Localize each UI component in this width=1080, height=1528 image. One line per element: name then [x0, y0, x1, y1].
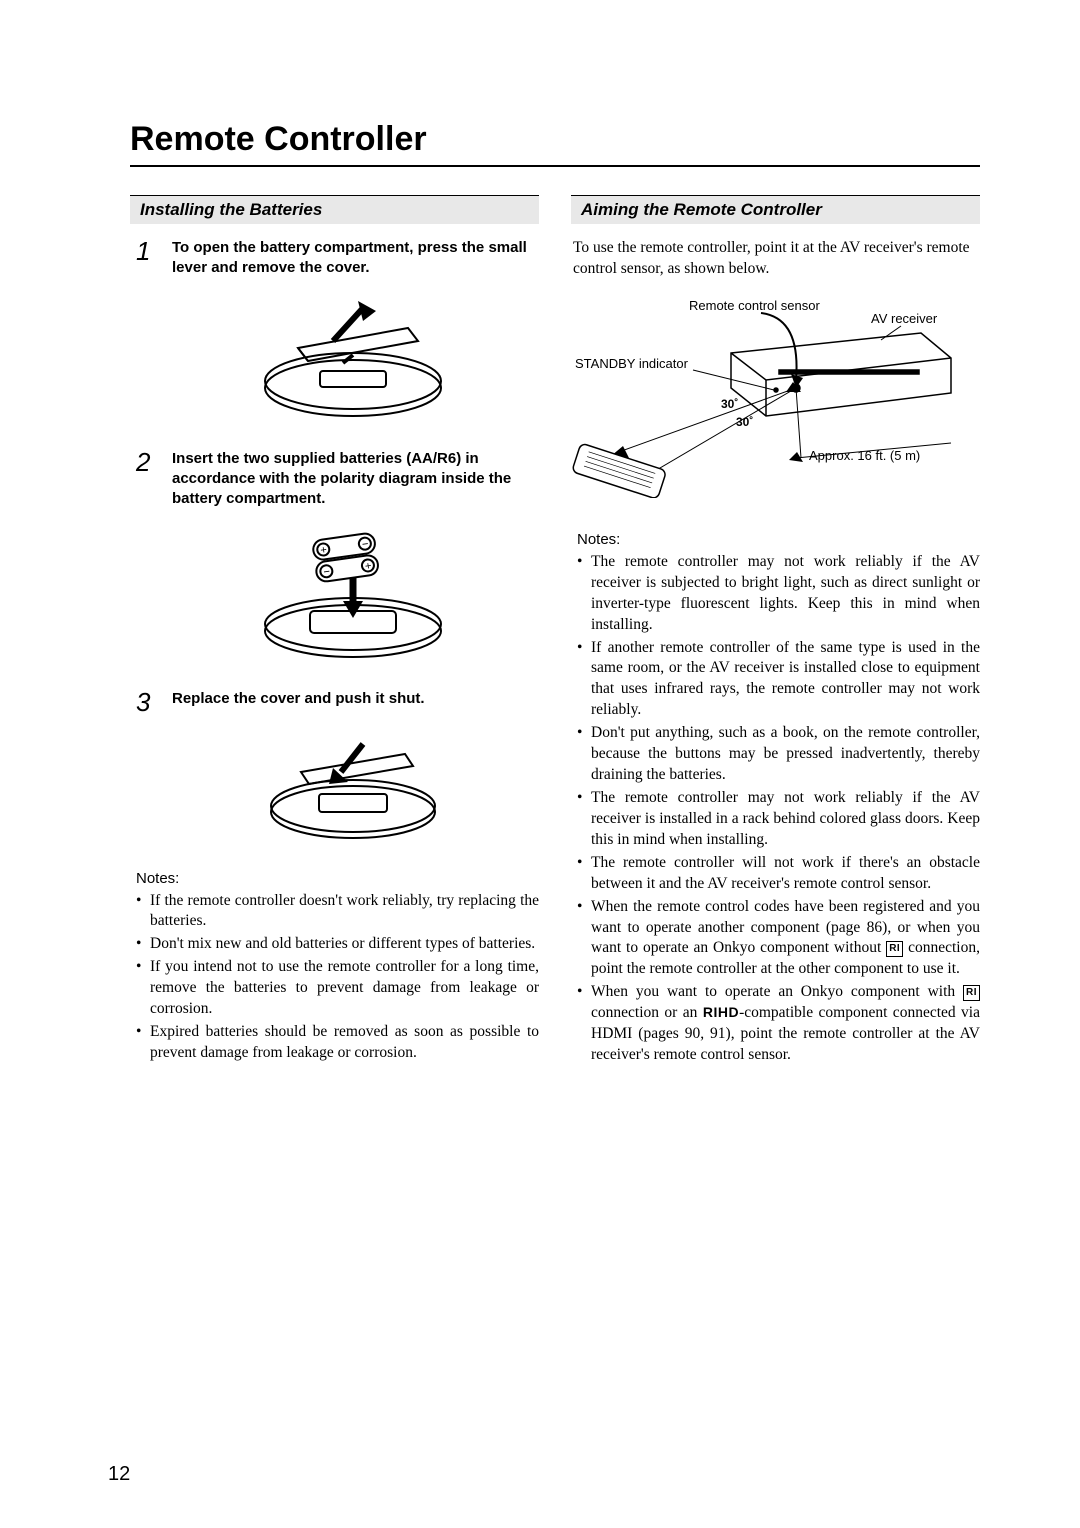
rihd-icon: RIHD — [703, 1004, 739, 1020]
note-item: If you intend not to use the remote cont… — [136, 957, 539, 1020]
note-item: Don't mix new and old batteries or diffe… — [136, 934, 539, 955]
notes-label: Notes: — [577, 531, 980, 548]
step-text: Replace the cover and push it shut. — [172, 689, 533, 709]
sensor-label: Remote control sensor — [689, 298, 820, 313]
aiming-intro-text: To use the remote controller, point it a… — [571, 238, 980, 280]
right-notes-list: The remote controller may not work relia… — [571, 552, 980, 1066]
note-item: The remote controller may not work relia… — [577, 552, 980, 636]
note-item: Don't put anything, such as a book, on t… — [577, 723, 980, 786]
angle-label: 30˚ — [721, 397, 738, 411]
note-item: The remote controller will not work if t… — [577, 853, 980, 895]
angle-label: 30˚ — [736, 415, 753, 429]
step-2: 2 Insert the two supplied batteries (AA/… — [130, 449, 539, 676]
aiming-diagram: Remote control sensor AV receiver STANDB… — [571, 298, 980, 503]
note-item: When you want to operate an Onkyo compon… — [577, 982, 980, 1066]
page-number: 12 — [108, 1463, 130, 1486]
notes-label: Notes: — [136, 870, 539, 887]
note-item: If another remote controller of the same… — [577, 638, 980, 722]
receiver-label: AV receiver — [871, 311, 938, 326]
step-1: 1 To open the battery compartment, press… — [130, 238, 539, 435]
right-column: Aiming the Remote Controller To use the … — [571, 195, 980, 1068]
ri-icon: RI — [886, 941, 903, 957]
step-3: 3 Replace the cover and push it shut. — [130, 689, 539, 855]
step-text: Insert the two supplied batteries (AA/R6… — [172, 449, 533, 510]
note-item: The remote controller may not work relia… — [577, 788, 980, 851]
section-aiming-remote: Aiming the Remote Controller — [571, 195, 980, 224]
standby-label: STANDBY indicator — [575, 356, 689, 371]
battery-cover-open-illustration — [248, 293, 458, 423]
section-installing-batteries: Installing the Batteries — [130, 195, 539, 224]
left-column: Installing the Batteries 1 To open the b… — [130, 195, 539, 1068]
step-number: 1 — [136, 238, 158, 435]
note-item: If the remote controller doesn't work re… — [136, 891, 539, 933]
step-text: To open the battery compartment, press t… — [172, 238, 533, 279]
ri-icon: RI — [963, 985, 980, 1001]
note-item: Expired batteries should be removed as s… — [136, 1022, 539, 1064]
battery-cover-close-illustration — [253, 724, 453, 844]
page-title: Remote Controller — [130, 120, 980, 167]
step-number: 2 — [136, 449, 158, 676]
two-column-layout: Installing the Batteries 1 To open the b… — [130, 195, 980, 1068]
left-notes-list: If the remote controller doesn't work re… — [130, 891, 539, 1064]
note-item: When the remote control codes have been … — [577, 897, 980, 981]
distance-label: Approx. 16 ft. (5 m) — [809, 448, 920, 463]
battery-insert-illustration: + − − + — [248, 523, 458, 663]
step-number: 3 — [136, 689, 158, 855]
